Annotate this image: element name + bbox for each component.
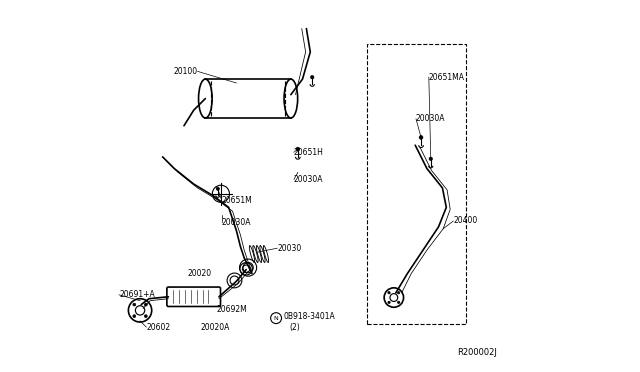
Text: 20030A: 20030A xyxy=(294,175,323,184)
Text: N: N xyxy=(274,316,278,321)
Text: 20030A: 20030A xyxy=(221,218,251,227)
Circle shape xyxy=(133,315,136,318)
Circle shape xyxy=(388,301,390,304)
Circle shape xyxy=(397,301,400,304)
Circle shape xyxy=(310,76,314,79)
Circle shape xyxy=(145,315,147,318)
Circle shape xyxy=(429,157,433,161)
Circle shape xyxy=(216,187,220,190)
Text: 20692M: 20692M xyxy=(216,305,247,314)
Circle shape xyxy=(419,135,423,140)
Text: 20691+A: 20691+A xyxy=(119,290,155,299)
Text: 20100: 20100 xyxy=(173,67,198,76)
Text: (2): (2) xyxy=(289,323,300,331)
Bar xyxy=(367,44,466,324)
Text: 20651MA: 20651MA xyxy=(429,73,465,82)
Circle shape xyxy=(133,303,136,306)
Text: 20400: 20400 xyxy=(453,217,477,225)
Text: 20020: 20020 xyxy=(188,269,212,278)
Circle shape xyxy=(145,303,147,306)
Text: 0B918-3401A: 0B918-3401A xyxy=(283,312,335,321)
Text: 20651M: 20651M xyxy=(221,196,252,205)
Circle shape xyxy=(388,292,390,294)
Text: 20602: 20602 xyxy=(147,323,170,331)
Text: R200002J: R200002J xyxy=(457,348,497,357)
Text: 20020A: 20020A xyxy=(201,323,230,332)
Text: 20030A: 20030A xyxy=(416,114,445,123)
Text: 20651H: 20651H xyxy=(294,148,324,157)
Text: 20030: 20030 xyxy=(277,244,301,253)
Circle shape xyxy=(296,147,300,151)
Circle shape xyxy=(397,292,400,294)
